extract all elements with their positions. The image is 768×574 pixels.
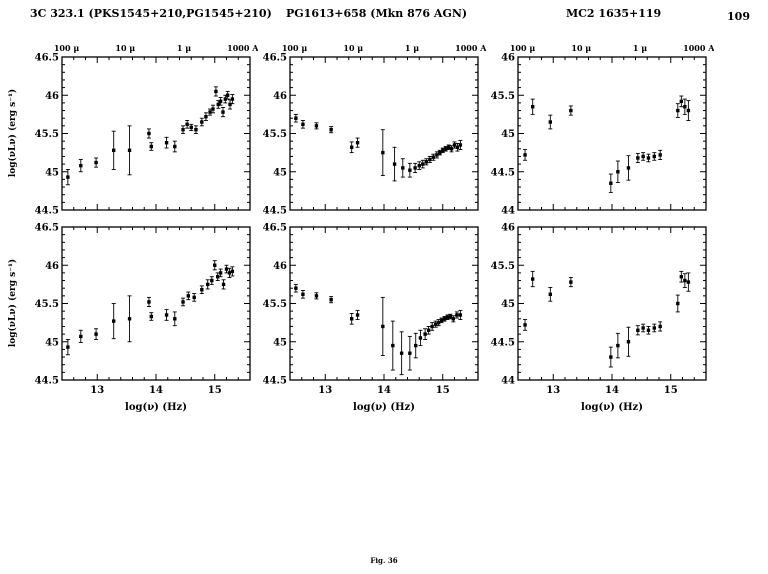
- panel-title-middle: PG1613+658 (Mkn 876 AGN): [286, 7, 468, 20]
- top-axis-label: 1 μ: [633, 43, 647, 53]
- y-tick-label: 45: [501, 299, 515, 310]
- x-tick-label: 15: [664, 385, 678, 396]
- plot-frame: [517, 56, 707, 211]
- y-tick-label: 46: [501, 53, 515, 64]
- figure-caption: Fig. 36: [370, 556, 398, 565]
- y-tick-label: 44.5: [491, 337, 515, 348]
- sed-panel-3c323-bottom: 44.5 45 45.5 46 46.5 13 14 15 log(ν) (Hz): [28, 207, 258, 416]
- sed-panel-mc2-bottom: 44 44.5 45 45.5 46 13 14 15 log(ν) (Hz): [484, 207, 714, 416]
- top-axis-label: 1 μ: [177, 43, 191, 53]
- sed-plot: 44.5 45 45.5 46 46.5 13 14 15 log(ν) (Hz): [35, 223, 251, 413]
- sed-panel-pg1613-bottom: 44.5 45 45.5 46 46.5 13 14 15 log(ν) (Hz): [256, 207, 486, 416]
- x-tick-label: 14: [149, 385, 163, 396]
- top-axis-label: 1000 A: [683, 43, 714, 53]
- data-points: [65, 260, 235, 356]
- panel-title-right: MC2 1635+119: [566, 7, 662, 20]
- y-tick-label: 46: [45, 261, 59, 272]
- x-axis-title: log(ν) (Hz): [581, 402, 643, 413]
- y-tick-label: 46.5: [35, 223, 59, 234]
- x-axis-title: log(ν) (Hz): [125, 402, 187, 413]
- x-tick-label: 14: [377, 385, 391, 396]
- y-tick-label: 45: [273, 337, 287, 348]
- x-axis-title: log(ν) (Hz): [353, 402, 415, 413]
- y-tick-label: 46: [273, 261, 287, 272]
- y-tick-label: 45.5: [35, 129, 59, 140]
- top-axis-label: 100 μ: [510, 43, 535, 53]
- axis-ticks: [290, 227, 478, 380]
- axis-ticks: [518, 57, 706, 210]
- y-tick-label: 45.5: [263, 299, 287, 310]
- y-tick-label: 46.5: [263, 53, 287, 64]
- y-tick-label: 46: [45, 91, 59, 102]
- axis-ticks: [290, 57, 478, 210]
- top-axis-label: 10 μ: [115, 43, 135, 53]
- y-tick-label: 45: [45, 167, 59, 178]
- x-tick-label: 14: [605, 385, 619, 396]
- y-axis-label-bottom-row: log(νLν) (erg s⁻¹): [8, 258, 18, 348]
- plot-frame: [289, 226, 479, 381]
- y-tick-label: 45: [501, 129, 515, 140]
- y-tick-label: 44.5: [263, 206, 287, 217]
- plot-frame: [61, 56, 251, 211]
- data-points: [523, 270, 691, 368]
- top-axis-label: 1000 A: [455, 43, 486, 53]
- y-tick-label: 46: [501, 223, 515, 234]
- sed-plot: 44 44.5 45 45.5 46 13 14 15 log(ν) (Hz): [491, 223, 707, 413]
- top-axis-label: 10 μ: [343, 43, 363, 53]
- x-tick-label: 15: [436, 385, 450, 396]
- panel-title-left: 3C 323.1 (PKS1545+210,PG1545+210): [30, 7, 272, 20]
- y-tick-label: 45.5: [491, 261, 515, 272]
- page-number: 109: [727, 10, 750, 23]
- data-points: [65, 86, 235, 186]
- y-tick-label: 44.5: [35, 376, 59, 387]
- y-tick-label: 46: [273, 91, 287, 102]
- top-axis-label: 1 μ: [405, 43, 419, 53]
- y-tick-label: 44.5: [491, 167, 515, 178]
- y-tick-label: 45: [45, 337, 59, 348]
- y-axis-label-top-row: log(νLν) (erg s⁻¹): [8, 88, 18, 178]
- data-points: [293, 283, 463, 376]
- axis-ticks: [62, 57, 250, 210]
- y-tick-label: 45.5: [263, 129, 287, 140]
- y-tick-label: 44: [501, 376, 515, 387]
- sed-plot: 44.5 45 45.5 46 46.5 13 14 15 log(ν) (Hz): [263, 223, 479, 413]
- top-axis-label: 100 μ: [54, 43, 79, 53]
- x-tick-label: 13: [90, 385, 104, 396]
- y-tick-label: 45: [273, 167, 287, 178]
- y-tick-label: 44.5: [35, 206, 59, 217]
- top-axis-label: 10 μ: [571, 43, 591, 53]
- y-tick-label: 46.5: [263, 223, 287, 234]
- y-tick-label: 45.5: [491, 91, 515, 102]
- x-tick-label: 13: [318, 385, 332, 396]
- plot-frame: [289, 56, 479, 211]
- top-axis-label: 1000 A: [227, 43, 258, 53]
- x-tick-label: 15: [208, 385, 222, 396]
- top-axis-label: 100 μ: [282, 43, 307, 53]
- y-tick-label: 45.5: [35, 299, 59, 310]
- y-tick-label: 46.5: [35, 53, 59, 64]
- data-points: [523, 95, 691, 193]
- data-points: [293, 113, 463, 182]
- plot-frame: [61, 226, 251, 381]
- axis-ticks: [518, 227, 706, 380]
- y-tick-label: 44: [501, 206, 515, 217]
- x-tick-label: 13: [546, 385, 560, 396]
- y-tick-label: 44.5: [263, 376, 287, 387]
- axis-ticks: [62, 227, 250, 380]
